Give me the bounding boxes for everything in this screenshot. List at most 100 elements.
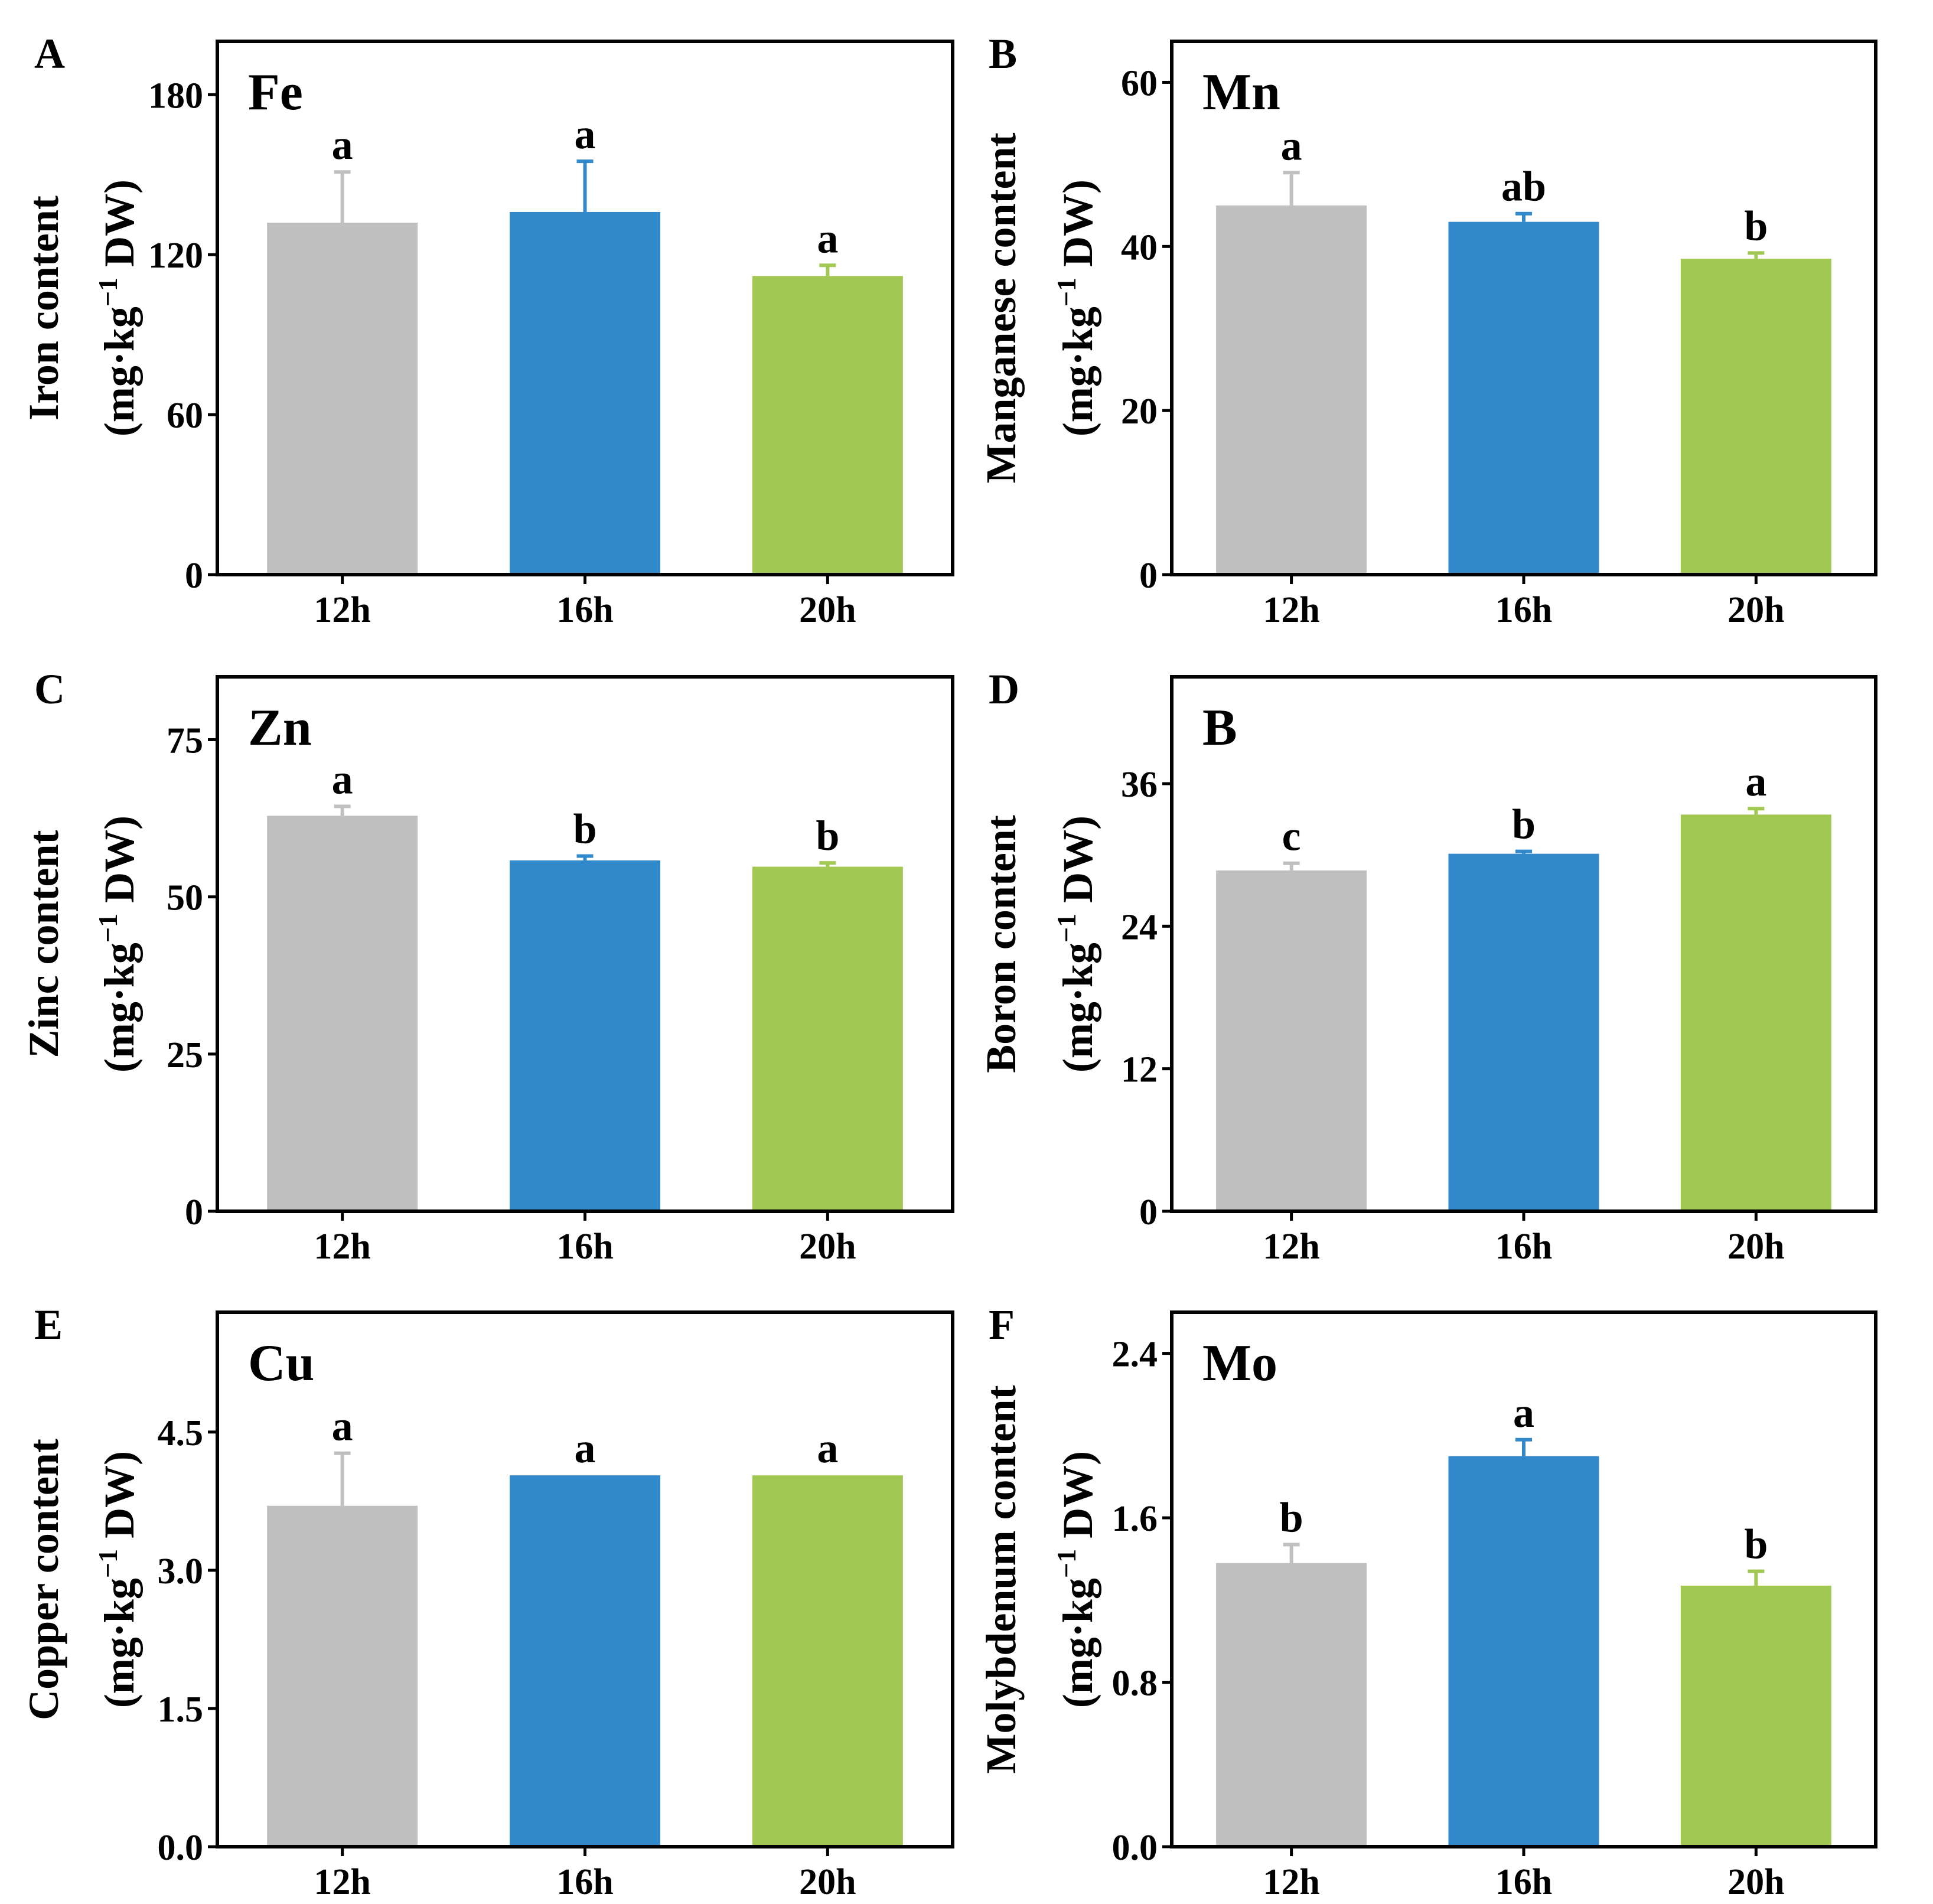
panel-f-bar-16h [1448,1456,1599,1847]
panel-f-element-label: Mo [1202,1335,1277,1392]
panel-d: Dc 12h b 16h a 20h 0 12 24 36 B Boron content (mg·kg… [977,666,1877,1267]
panel-d-unit-open: (mg·kg [1054,943,1101,1072]
panel-c-sig-letter-20h: b [816,812,839,859]
panel-c-label: C [34,666,65,713]
panel-d-ytick-label-3: 36 [1121,765,1158,805]
panel-b: Ba 12h ab 16h b 20h 0 20 40 60 Mn Manganese content… [977,30,1877,630]
panel-a-ytick-label-3: 180 [148,76,203,116]
panel-d-xtick-label-20h: 20h [1727,1227,1784,1267]
panel-d-xtick-label-16h: 16h [1495,1227,1552,1267]
panel-a-unit-open: (mg·kg [96,307,143,436]
panel-e-xtick-label-20h: 20h [799,1862,856,1902]
panel-c-xtick-label-20h: 20h [799,1227,856,1267]
panel-b-element-label: Mn [1202,64,1280,121]
panel-a-ytick-label-1: 60 [167,396,203,436]
panel-a-bar-12h [267,223,418,575]
panel-c-ytick-label-2: 50 [167,878,203,918]
panel-a-sig-letter-16h: a [575,110,596,158]
panel-c-ytick-label-0: 0 [185,1192,203,1233]
panel-d-element-label: B [1202,699,1237,757]
panel-d-ylabel-line2: (mg·kg−1 DW) [1051,816,1101,1072]
panel-a-sig-letter-20h: a [817,214,838,262]
panel-e-xtick-label-16h: 16h [556,1862,613,1902]
panel-e-ylabel-line1: Copper content [20,1439,67,1720]
panel-d-sig-letter-16h: b [1512,801,1536,848]
panel-c: Ca 12h b 16h b 20h 0 25 50 75 Zn Zinc content (mg·kg… [20,666,954,1267]
panel-f-frame [1170,1310,1877,1848]
panel-d-label: D [989,666,1019,713]
panel-d-bar-12h [1216,870,1367,1211]
panel-e-bar-20h [752,1475,903,1847]
panel-f-sig-letter-12h: b [1280,1494,1303,1541]
panel-a-element-label: Fe [248,64,303,121]
panel-a-xtick-label-20h: 20h [799,590,856,630]
panel-b-xtick-label-20h: 20h [1727,590,1784,630]
panel-d-unit-close: DW) [1054,816,1101,914]
panel-c-xtick-label-12h: 12h [314,1227,370,1267]
panel-a-frame [216,40,954,576]
panel-b-xtick-label-12h: 12h [1263,590,1319,630]
panel-f-xtick-label-12h: 12h [1263,1862,1319,1902]
panel-f-unit-open: (mg·kg [1054,1578,1101,1708]
panel-d-sig-letter-12h: c [1282,813,1301,860]
panel-f-ylabel-line1: Molybdenum content [977,1385,1025,1773]
panel-c-bar-16h [510,860,660,1211]
panel-e-label: E [34,1301,63,1348]
panel-c-ylabel-line2: (mg·kg−1 DW) [93,816,143,1072]
panel-e-sig-letter-20h: a [817,1424,838,1472]
panel-f: Fb 12h a 16h b 20h 0.0 0.8 1.6 2.4 Mo Molybdenum co… [977,1301,1877,1902]
panel-e-bar-12h [267,1505,418,1847]
panel-e-sig-letter-16h: a [575,1424,596,1472]
panel-a-ytick-label-0: 0 [185,556,203,596]
panel-a-ylabel-line2: (mg·kg−1 DW) [93,180,143,436]
panel-f-unit-close: DW) [1054,1451,1101,1549]
panel-f-sig-letter-20h: b [1744,1521,1768,1568]
panel-b-ytick-label-1: 20 [1121,392,1158,432]
panel-b-label: B [989,30,1017,77]
panel-a-unit-close: DW) [96,180,143,278]
panel-b-unit-close: DW) [1054,180,1101,278]
panel-f-xtick-label-20h: 20h [1727,1862,1784,1902]
panel-f-ytick-label-1: 0.8 [1112,1664,1158,1704]
panel-f-xtick-label-16h: 16h [1495,1862,1552,1902]
panel-c-element-label: Zn [248,699,312,757]
panel-e-unit-superscript: −1 [93,1549,123,1578]
panel-e-ytick-label-2: 3.0 [158,1551,204,1592]
panel-b-bar-16h [1448,221,1599,575]
panel-d-bar-20h [1680,814,1831,1211]
panel-e-bar-16h [510,1475,660,1847]
panel-a-bar-20h [752,276,903,575]
panel-b-xtick-label-16h: 16h [1495,590,1552,630]
panel-b-frame [1170,40,1877,576]
panel-e-ytick-label-0: 0.0 [158,1828,204,1868]
panel-b-unit-superscript: −1 [1051,278,1081,307]
panel-d-ylabel-line1: Boron content [977,815,1025,1073]
panel-c-ylabel-line1: Zinc content [20,830,67,1058]
panel-d-ytick-label-1: 12 [1121,1050,1158,1090]
panel-f-ytick-label-0: 0.0 [1112,1828,1158,1868]
panel-c-ytick-label-3: 75 [167,720,203,761]
panel-c-sig-letter-12h: a [332,755,353,803]
panel-a-xtick-label-16h: 16h [556,590,613,630]
panel-d-bar-16h [1448,853,1599,1211]
panel-f-label: F [989,1301,1015,1348]
panel-b-ylabel-line2: (mg·kg−1 DW) [1051,180,1101,436]
panel-a-ylabel-line1: Iron content [20,195,67,420]
panel-e-ytick-label-1: 1.5 [158,1690,204,1730]
panel-e-sig-letter-12h: a [332,1403,353,1450]
panel-b-unit-open: (mg·kg [1054,307,1101,436]
panel-c-ytick-label-1: 25 [167,1035,203,1075]
panel-e: Ea 12h a 16h a 20h 0.0 1.5 3.0 4.5 Cu Copper conten… [20,1301,954,1902]
panel-f-ytick-label-2: 1.6 [1112,1499,1158,1539]
panel-b-sig-letter-16h: ab [1501,163,1546,210]
panel-b-sig-letter-12h: a [1281,122,1302,169]
panel-e-element-label: Cu [248,1335,315,1392]
panel-d-sig-letter-20h: a [1745,758,1766,805]
panel-f-ytick-label-3: 2.4 [1112,1335,1158,1375]
panel-a-unit-superscript: −1 [93,278,123,307]
panel-b-bar-20h [1680,259,1831,575]
panel-b-ytick-label-0: 0 [1139,556,1158,596]
panel-a-sig-letter-12h: a [332,121,353,168]
panel-a: Aa 12h a 16h a 20h 0 60 120 180 Fe Iron content (mg·… [20,30,954,630]
panel-b-ylabel-line1: Manganese content [977,133,1025,484]
